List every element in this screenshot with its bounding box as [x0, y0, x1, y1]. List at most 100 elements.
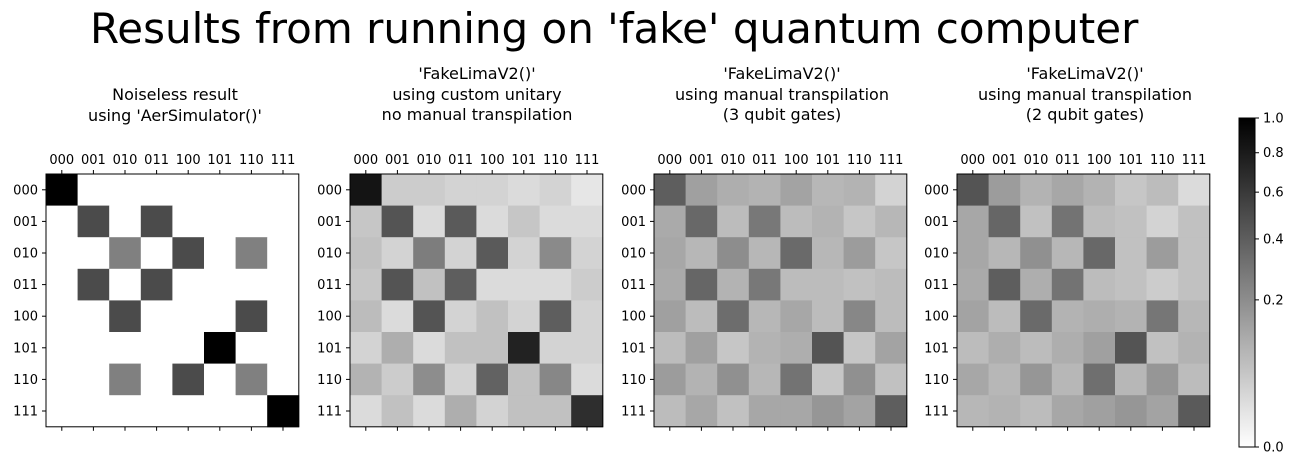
y-tick-label: 001	[621, 215, 646, 230]
heatmap-cell	[812, 395, 844, 428]
heatmap-cell	[988, 332, 1021, 364]
heatmap-cell	[381, 237, 414, 270]
heatmap-cell	[843, 205, 876, 238]
heatmap-cell	[1083, 174, 1116, 206]
heatmap-cell	[780, 174, 813, 206]
heatmap-cell	[812, 237, 844, 270]
heatmap-cell	[1020, 363, 1053, 396]
heatmap-cell	[988, 300, 1021, 333]
heatmap-cell	[1020, 332, 1053, 364]
heatmap-cell	[1178, 237, 1211, 270]
heatmap-cell	[46, 174, 78, 206]
colorbar-tick-label: 0.2	[1263, 293, 1284, 308]
heatmap-cell	[843, 363, 876, 396]
heatmap-cell	[350, 174, 382, 206]
y-tick-label: 011	[317, 278, 342, 293]
heatmap-cell	[413, 174, 446, 206]
heatmap-cell	[267, 363, 300, 396]
heatmap-cell	[957, 268, 989, 301]
heatmap-cell	[1083, 205, 1116, 238]
heatmap-cell	[140, 395, 173, 428]
heatmap-cell	[235, 395, 268, 428]
heatmap-cell	[109, 300, 142, 333]
heatmap-cell	[77, 174, 110, 206]
heatmap-cell	[413, 332, 446, 364]
heatmap-cell	[875, 268, 908, 301]
x-tick-label: 001	[81, 153, 106, 168]
heatmap-cell	[350, 363, 382, 396]
heatmap-cell	[1178, 268, 1211, 301]
heatmap-cell	[172, 205, 205, 238]
heatmap-cell	[1083, 332, 1116, 364]
heatmap-cell	[571, 268, 604, 301]
heatmap-cell	[476, 205, 509, 238]
heatmap-cell	[875, 300, 908, 333]
heatmap-cell	[843, 300, 876, 333]
heatmap-cell	[571, 174, 604, 206]
heatmap-cell	[539, 237, 572, 270]
x-tick-label: 110	[1150, 153, 1175, 168]
heatmap-cell	[685, 395, 718, 428]
heatmap-cell	[1178, 174, 1211, 206]
heatmap-cell	[780, 300, 813, 333]
heatmap-cell	[1115, 300, 1147, 333]
heatmap-cell	[46, 205, 78, 238]
heatmap-cell	[685, 205, 718, 238]
heatmap-cell	[508, 205, 540, 238]
heatmap-cell	[1115, 268, 1147, 301]
heatmap-cell	[717, 174, 750, 206]
heatmap-cell	[381, 395, 414, 428]
heatmap-cell	[413, 205, 446, 238]
heatmap-cell	[508, 237, 540, 270]
heatmap-cell	[1115, 174, 1147, 206]
heatmap-cell	[875, 205, 908, 238]
heatmap-cell	[717, 332, 750, 364]
heatmap-cell	[1115, 237, 1147, 270]
axes-frame	[653, 173, 908, 428]
heatmap-cell	[843, 332, 876, 364]
heatmap-cell	[140, 237, 173, 270]
x-tick-label: 111	[271, 153, 296, 168]
y-tick-label: 110	[317, 373, 342, 388]
colorbar-tick-label: 0.4	[1263, 232, 1284, 247]
heatmap-cell	[571, 363, 604, 396]
heatmap-cell	[46, 363, 78, 396]
heatmap-cell	[235, 174, 268, 206]
heatmap-cell	[654, 268, 686, 301]
heatmap-cell	[539, 363, 572, 396]
heatmap-cell	[235, 268, 268, 301]
heatmap-cell	[381, 268, 414, 301]
heatmap-cell	[172, 268, 205, 301]
heatmap-cell	[988, 395, 1021, 428]
heatmap-cell	[204, 363, 236, 396]
y-tick-label: 010	[317, 247, 342, 262]
heatmap-cell	[1051, 268, 1084, 301]
heatmap-cell	[267, 332, 300, 364]
heatmap-cell	[1051, 300, 1084, 333]
y-tick-label: 011	[924, 278, 949, 293]
heatmap-cell	[571, 395, 604, 428]
heatmap-cell	[843, 237, 876, 270]
x-tick-label: 111	[575, 153, 600, 168]
heatmap-cell	[685, 363, 718, 396]
heatmap-cell	[267, 237, 300, 270]
heatmap-cell	[957, 237, 989, 270]
heatmap-cell	[654, 395, 686, 428]
heatmap-cell	[1178, 300, 1211, 333]
heatmap-cell	[957, 300, 989, 333]
x-tick-label: 110	[847, 153, 872, 168]
heatmap-cell	[140, 363, 173, 396]
x-tick-label: 011	[448, 153, 473, 168]
heatmap-cell	[539, 268, 572, 301]
heatmap-cell	[476, 395, 509, 428]
heatmap-cell	[1020, 237, 1053, 270]
heatmap-cell	[267, 174, 300, 206]
heatmap-cell	[204, 300, 236, 333]
heatmap-cell	[539, 300, 572, 333]
x-tick-label: 111	[879, 153, 904, 168]
heatmap-cell	[1020, 205, 1053, 238]
heatmap-cell	[748, 268, 781, 301]
heatmap-cell	[46, 237, 78, 270]
heatmap-cell	[444, 300, 477, 333]
